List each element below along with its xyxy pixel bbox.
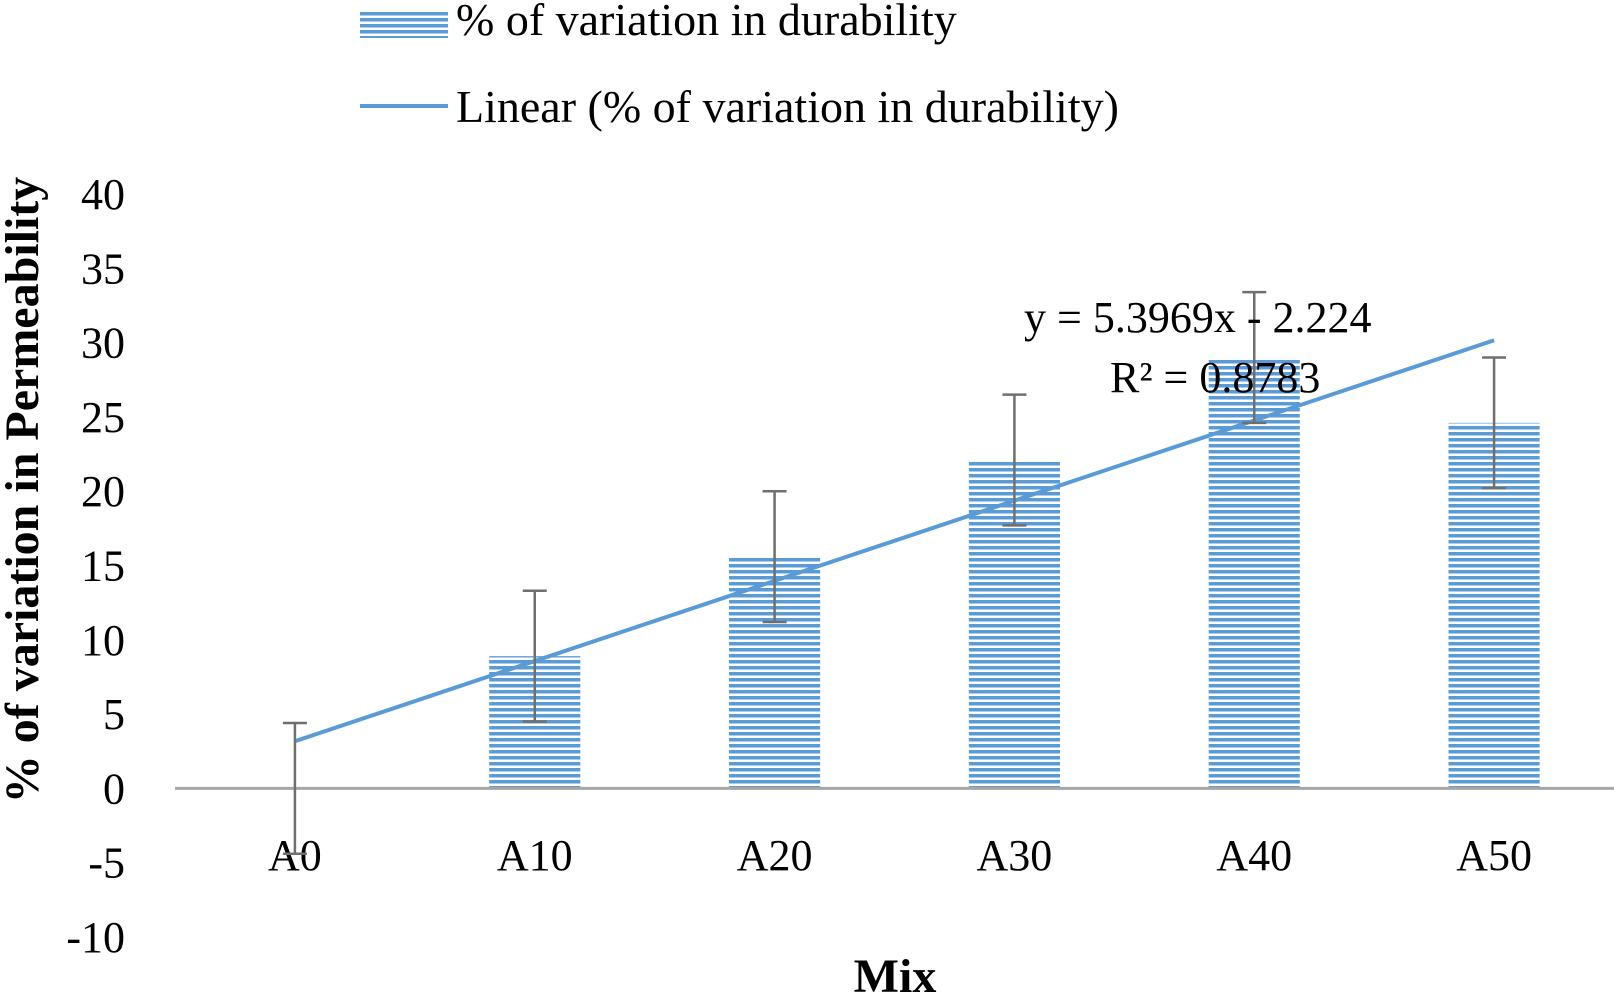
legend-bar-label: % of variation in durability [456, 0, 957, 45]
legend: % of variation in durability Linear (% o… [360, 0, 1119, 132]
trendline [294, 338, 1495, 744]
y-axis-title: % of variation in Permeability [0, 177, 49, 804]
x-tick-label: A40 [1216, 831, 1292, 880]
y-tick-label: 25 [81, 393, 125, 442]
y-axis-ticks: -10 -5 0 5 10 15 20 25 30 35 40 [66, 170, 125, 962]
y-tick-label: 15 [81, 542, 125, 591]
error-bars [282, 290, 1507, 856]
y-tick-label: 10 [81, 616, 125, 665]
y-tick-label: 0 [103, 764, 125, 813]
x-tick-label: A10 [497, 831, 573, 880]
y-tick-label: 40 [81, 170, 125, 219]
x-tick-label: A30 [977, 831, 1053, 880]
y-tick-label: -5 [88, 839, 125, 888]
x-tick-label: A50 [1456, 831, 1532, 880]
legend-line-label: Linear (% of variation in durability) [456, 81, 1119, 132]
y-tick-label: 5 [103, 690, 125, 739]
y-tick-label: 20 [81, 467, 125, 516]
trendline-equation: y = 5.3969x - 2.224 [1024, 293, 1371, 342]
x-tick-label: A20 [737, 831, 813, 880]
legend-bar-swatch [360, 12, 448, 38]
y-tick-label: 35 [81, 244, 125, 293]
x-axis-ticks: A0 A10 A20 A30 A40 A50 [268, 831, 1532, 880]
y-tick-label: 30 [81, 319, 125, 368]
trendline-r-squared: R² = 0.8783 [1110, 353, 1320, 402]
y-tick-label: -10 [66, 913, 125, 962]
x-axis-title: Mix [854, 950, 937, 994]
